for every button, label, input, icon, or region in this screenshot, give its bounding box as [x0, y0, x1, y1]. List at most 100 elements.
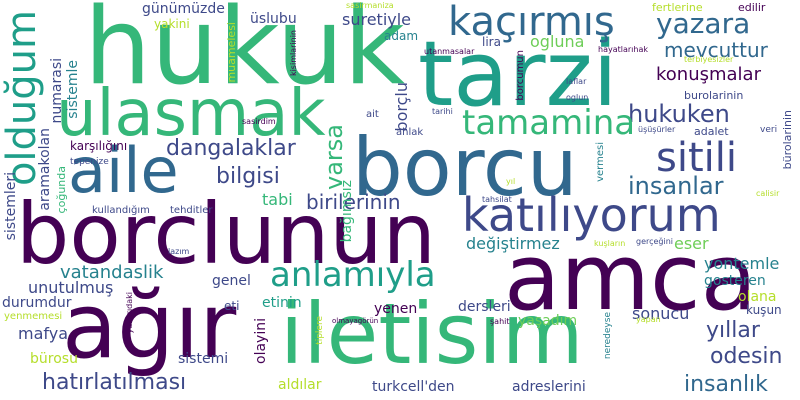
word-sonucu: sonucu — [632, 304, 690, 323]
word-etinin: etinin — [262, 295, 302, 311]
word-vermesi: vermesi — [595, 142, 606, 182]
word-katiliyorum: katılıyorum — [462, 188, 721, 242]
word-sistemi: sistemi — [178, 351, 229, 367]
word-calisir: calisir — [756, 189, 780, 198]
word-konusmalar: konuşmalar — [656, 64, 761, 85]
word-sistemleri: sistemleri — [3, 172, 19, 241]
word-burolarinin: burolarinin — [684, 89, 744, 102]
word-borclunun: borclunun — [16, 185, 436, 283]
word-anlamiyla: anlamıyla — [270, 255, 436, 295]
word-tabi: tabi — [262, 190, 293, 209]
word-olana: olana — [738, 289, 777, 305]
word-burolarinin2: bürolarinin — [781, 110, 794, 170]
word-sistemle: sistemle — [65, 60, 81, 119]
word-lazim: lazım — [168, 247, 190, 256]
word-tehditler: tehditler — [170, 205, 213, 216]
word-eser: eser — [674, 234, 709, 253]
word-neredeyse: neredeyse — [603, 312, 613, 360]
word-gunumuzde: günümüzde — [142, 1, 225, 17]
word-ogluna: ogluna — [530, 32, 585, 51]
word-gosteren: gosteren — [704, 273, 766, 289]
word-mevcuttur: mevcuttur — [664, 38, 768, 62]
word-ait: ait — [366, 109, 379, 120]
word-yillar: yıllar — [706, 318, 760, 343]
word-adam: adam — [384, 29, 419, 43]
word-suretiyle: suretiyle — [342, 10, 412, 29]
word-yenen: yenen — [374, 301, 418, 317]
word-mafya: mafya — [18, 324, 69, 343]
word-dangalaklar: dangalaklar — [166, 136, 296, 161]
word-fertlerine: fertlerine — [652, 1, 703, 14]
word-birilerinin: birilerinin — [306, 190, 401, 214]
word-oglun: oglun — [566, 93, 589, 102]
word-hukuken: hukuken — [628, 100, 730, 128]
word-tarzi: tarzi — [418, 22, 618, 127]
word-ahlak: ahlak — [396, 127, 424, 138]
word-sasirdim: sasirdim — [242, 117, 276, 126]
word-borcu: borcu — [352, 121, 578, 214]
word-aramakolan: aramakolan — [37, 128, 53, 211]
word-yontemle: yontemle — [704, 254, 780, 273]
word-tahsilat: tahsilat — [482, 195, 512, 204]
word-tepenize: tepenize — [70, 157, 109, 167]
word-adreslerini: adreslerini — [512, 379, 586, 395]
word-gercegini: gerçeğini — [636, 237, 674, 246]
word-usussurler: üşüşürler — [638, 125, 676, 134]
word-yenmemesi: yenmemesi — [4, 311, 63, 322]
word-yapan: yapan — [636, 315, 661, 324]
word-insanlar: insanlar — [628, 172, 724, 200]
word-utanmasalar: utanmasalar — [424, 47, 475, 56]
word-yakini: yakini — [154, 17, 190, 31]
word-uslubu: üslubu — [250, 11, 297, 27]
word-degistirmez: değiştirmez — [466, 234, 560, 253]
word-yazara: yazara — [656, 7, 751, 40]
word-vatandaslik: vatandaslik — [60, 262, 164, 283]
word-amca: amca — [504, 224, 757, 331]
word-sasirmaniza: sasirmaniza — [346, 1, 394, 10]
word-laflar: laflar — [566, 77, 587, 86]
word-yukaridaki: yukarıdaki — [125, 292, 134, 334]
word-aile: aile — [68, 134, 179, 207]
word-iletisim: iletisim — [280, 285, 584, 383]
word-aldilar: aldılar — [278, 377, 322, 393]
word-tarihi: tarihi — [432, 107, 453, 116]
word-borclu: borçlu — [392, 82, 411, 132]
word-edilir: edilir — [738, 1, 766, 14]
word-yil: yıl — [506, 177, 516, 186]
word-durumdur: durumdur — [2, 295, 72, 311]
word-borcumun: borcumun — [515, 50, 526, 101]
word-hukuk: hukuk — [84, 0, 406, 108]
word-unutulmus: unutulmuş — [28, 278, 114, 297]
word-cogunda: çoğunda — [55, 166, 68, 214]
word-odesin: odesin — [710, 344, 783, 369]
word-yasadim: yaşadım — [518, 313, 578, 329]
word-muamelesi: muamelesi — [225, 22, 238, 83]
word-sahit: şahit — [490, 317, 510, 326]
word-olmayagorun: olmayagörün — [332, 317, 379, 325]
word-numarasi: numarasi — [49, 58, 65, 124]
word-kusun: kuşun — [746, 303, 782, 317]
word-tiplere: tiplere — [315, 316, 325, 345]
word-kuslarin: kuşların — [594, 239, 626, 248]
word-oldugum: olduğum — [0, 10, 45, 187]
word-lira: lira — [482, 35, 501, 49]
word-bagimsiz: bağımsız — [339, 180, 355, 243]
word-agir: ağır — [62, 274, 237, 379]
word-kisimlarinin: kisimlarinin — [289, 30, 298, 77]
word-tamamina: tamamina — [462, 103, 636, 143]
word-adalet: adalet — [694, 125, 729, 138]
word-eti: eti — [224, 299, 240, 313]
word-hatirlatilmasi: hatırlatılması — [42, 370, 187, 395]
word-terbiyesizler: terbiyesizler — [684, 55, 734, 64]
word-karsiligini: karşılığını — [70, 139, 128, 153]
word-dersleri: dersleri — [458, 299, 511, 315]
word-sitili: sitili — [656, 135, 737, 181]
word-veri: veri — [760, 125, 778, 135]
word-ulasmak: ulasmak — [56, 77, 326, 151]
word-turkcellden: turkcell'den — [372, 379, 455, 395]
word-insanlik: insanlık — [684, 372, 768, 397]
word-olayini: olayini — [253, 318, 269, 364]
word-burosu: bürosu — [30, 351, 78, 367]
word-hayatlarihak: hayatlarıhak — [598, 45, 648, 54]
